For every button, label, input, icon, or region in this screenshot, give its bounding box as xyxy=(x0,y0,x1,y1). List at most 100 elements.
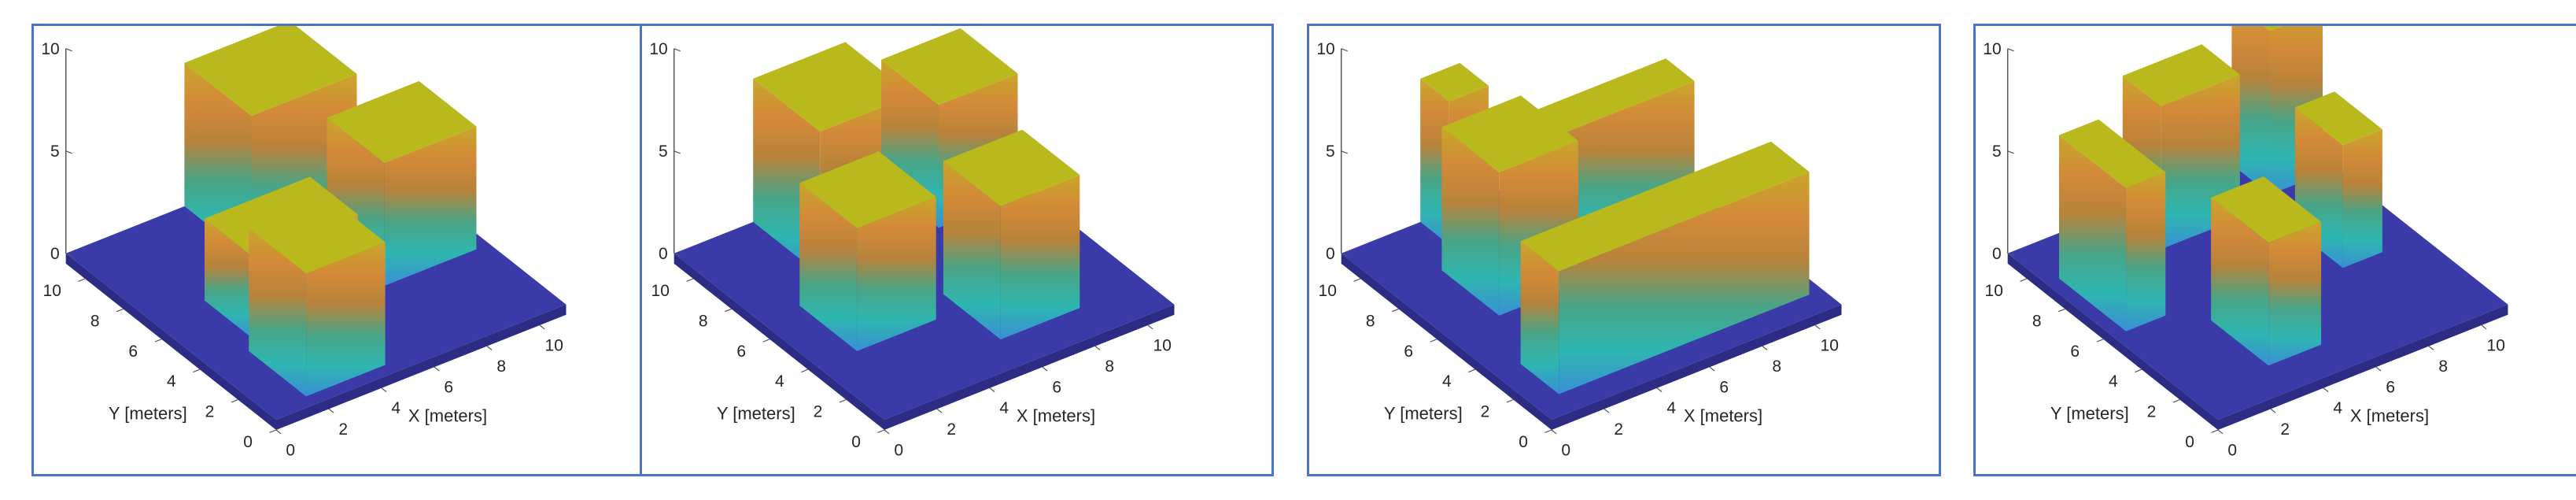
z-tick xyxy=(2007,253,2014,257)
z-tick-label: 5 xyxy=(659,143,668,161)
x-tick xyxy=(486,346,493,350)
building-roof xyxy=(2264,26,2283,31)
x-tick-label: 0 xyxy=(2227,441,2237,459)
building-front-face xyxy=(1000,175,1080,340)
x-tick xyxy=(2481,324,2487,330)
z-tick-label: 10 xyxy=(1983,40,2001,58)
x-axis-label: X [meters] xyxy=(2350,406,2429,425)
ground-left-side xyxy=(674,253,884,430)
chart-panel-3: 0 2 4 6 8 10 0 2 4 6 8 10 0 5 10 X [meters] Y [meters] xyxy=(1307,24,1941,476)
building xyxy=(327,81,477,287)
chart-panel-2: 0 2 4 6 8 10 0 2 4 6 8 10 0 5 10 X [meters] Y [meters] xyxy=(640,24,1274,476)
x-tick xyxy=(2428,346,2434,350)
x-tick xyxy=(434,366,440,372)
building-left-face xyxy=(249,228,307,397)
y-tick-label: 4 xyxy=(775,372,784,391)
building-front-face xyxy=(857,196,936,351)
x-tick-label: 10 xyxy=(1821,336,1839,354)
z-tick xyxy=(1341,48,1348,52)
building-roof xyxy=(249,196,386,274)
x-tick-label: 0 xyxy=(1561,441,1570,459)
y-tick xyxy=(2211,429,2219,433)
x-tick-label: 6 xyxy=(444,379,453,397)
z-tick-label: 5 xyxy=(1992,143,2002,161)
z-tick xyxy=(65,253,72,257)
building-front-face xyxy=(2268,221,2322,366)
y-tick-label: 2 xyxy=(1481,403,1490,421)
x-tick xyxy=(275,429,282,435)
y-tick-label: 0 xyxy=(1519,433,1528,451)
x-tick xyxy=(884,429,890,435)
building-left-face xyxy=(1520,241,1559,394)
building-roof xyxy=(1533,58,1695,134)
x-tick xyxy=(1709,366,1715,372)
y-tick-label: 6 xyxy=(2070,343,2080,361)
x-tick-label: 8 xyxy=(1772,357,1781,376)
y-axis-label: Y [meters] xyxy=(717,403,795,423)
ground-left-side xyxy=(1341,253,1552,430)
z-tick-label: 0 xyxy=(659,245,668,263)
y-tick xyxy=(2135,369,2142,373)
z-tick xyxy=(674,150,681,154)
y-tick xyxy=(1353,278,1361,282)
z-tick-label: 10 xyxy=(41,40,59,58)
y-tick-label: 4 xyxy=(2109,372,2118,391)
building-roof xyxy=(943,129,1080,207)
x-tick xyxy=(1147,324,1153,330)
ground-front-side xyxy=(884,304,1175,430)
y-tick xyxy=(2096,339,2104,343)
building-front-face xyxy=(384,126,477,287)
building-roof xyxy=(753,42,913,132)
x-axis-label: X [meters] xyxy=(1017,406,1095,425)
y-tick xyxy=(1430,339,1437,343)
building-left-face xyxy=(2059,135,2127,331)
x-tick xyxy=(1814,324,1821,330)
x-tick-label: 10 xyxy=(545,336,563,354)
building-left-face xyxy=(943,161,1001,340)
x-tick xyxy=(1042,366,1048,372)
x-tick-label: 8 xyxy=(2438,357,2448,376)
ground-front-side xyxy=(2218,304,2508,430)
y-tick-label: 0 xyxy=(2185,433,2194,451)
x-tick-label: 6 xyxy=(1052,379,1061,397)
x-tick xyxy=(2270,408,2276,413)
y-tick-label: 8 xyxy=(699,312,708,330)
x-tick xyxy=(2375,366,2382,372)
x-tick-label: 4 xyxy=(391,399,400,417)
y-tick xyxy=(2020,278,2028,282)
y-tick xyxy=(1506,399,1514,403)
building-roof xyxy=(2122,44,2240,106)
building-roof xyxy=(2211,176,2322,243)
z-tick xyxy=(674,253,681,257)
building-left-face xyxy=(799,183,858,351)
y-tick-label: 8 xyxy=(90,312,100,330)
y-tick-label: 10 xyxy=(1985,282,2003,300)
z-tick-label: 5 xyxy=(1326,143,1335,161)
x-tick xyxy=(989,387,995,393)
building xyxy=(249,196,386,397)
x-tick xyxy=(1604,408,1610,413)
z-tick-label: 5 xyxy=(50,143,60,161)
x-tick xyxy=(1762,346,1768,350)
z-tick xyxy=(65,48,72,52)
building-left-face xyxy=(2231,26,2270,195)
building-roof xyxy=(327,81,477,164)
building-roof xyxy=(799,151,936,228)
y-axis-label: Y [meters] xyxy=(109,403,187,423)
y-tick-label: 8 xyxy=(2032,312,2042,330)
chart-svg: 0 2 4 6 8 10 0 2 4 6 8 10 0 5 10 X [meters] Y [meters] xyxy=(1316,40,1842,459)
y-axis-label: Y [meters] xyxy=(1384,403,1463,423)
building-roof xyxy=(1520,141,1810,272)
y-tick-label: 6 xyxy=(1404,343,1413,361)
y-tick-label: 2 xyxy=(205,403,215,421)
y-tick xyxy=(2172,399,2180,403)
chart-svg: 0 2 4 6 8 10 0 2 4 6 8 10 0 5 10 X [meters] Y [meters] xyxy=(1983,26,2508,459)
y-tick xyxy=(762,339,770,343)
y-tick xyxy=(1468,369,1476,373)
y-tick-label: 8 xyxy=(1366,312,1375,330)
building-roof xyxy=(2294,91,2382,146)
x-tick xyxy=(539,324,545,330)
x-tick-label: 8 xyxy=(1105,357,1114,376)
x-axis-label: X [meters] xyxy=(1684,406,1762,425)
y-tick xyxy=(116,308,124,313)
